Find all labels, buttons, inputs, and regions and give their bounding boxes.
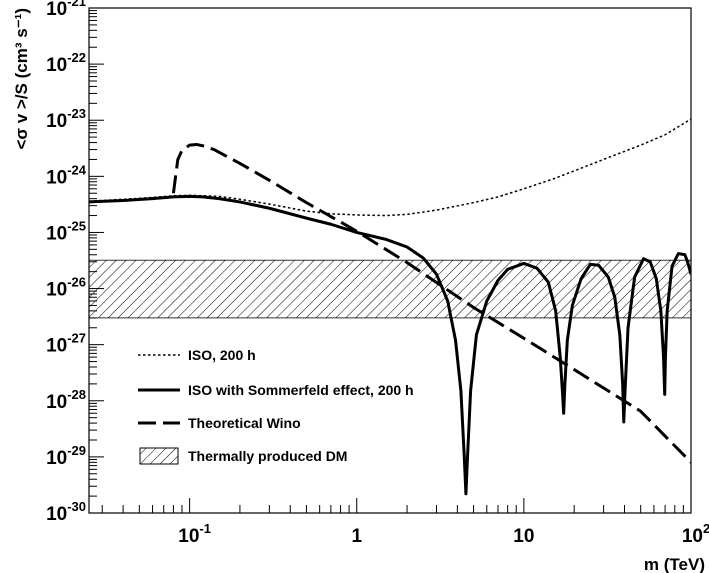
thermal-dm-band <box>89 259 691 319</box>
x-tick-label: 10-1 <box>178 521 211 547</box>
x-tick-label: 102 <box>682 521 709 547</box>
ticks-layer <box>89 7 692 514</box>
legend-label-thermal: Thermally produced DM <box>188 448 347 464</box>
legend-label-sommerfeld: ISO with Sommerfeld effect, 200 h <box>188 382 414 398</box>
legend-item-sommerfeld: ISO with Sommerfeld effect, 200 h <box>138 382 414 398</box>
x-tick-labels: 10-1 1 10 102 <box>178 521 709 547</box>
legend: ISO, 200 h ISO with Sommerfeld effect, 2… <box>138 347 414 465</box>
y-tick-label: 10-22 <box>46 50 86 76</box>
legend-swatch-thermal <box>139 447 179 465</box>
series-layer <box>89 118 691 496</box>
series-line-2 <box>171 142 691 464</box>
legend-label-wino: Theoretical Wino <box>188 415 301 431</box>
y-tick-label: 10-24 <box>46 162 87 188</box>
y-tick-label: 10-30 <box>46 499 86 525</box>
legend-item-wino: Theoretical Wino <box>138 415 301 431</box>
y-tick-labels: 10-30 10-29 10-28 10-27 10-26 10-25 10-24 10-23… <box>46 0 87 525</box>
plot-frame <box>88 7 692 514</box>
legend-item-thermal: Thermally produced DM <box>139 447 347 465</box>
x-tick-label: 1 <box>351 526 362 547</box>
y-axis-title: <σ v >/S (cm³ s⁻¹) <box>12 8 31 150</box>
y-tick-label: 10-26 <box>46 275 86 301</box>
y-tick-label: 10-27 <box>46 331 86 357</box>
x-tick-label: 10 <box>513 526 534 547</box>
legend-label-iso: ISO, 200 h <box>188 347 256 363</box>
y-tick-label: 10-21 <box>46 0 86 20</box>
y-tick-label: 10-29 <box>46 443 86 469</box>
legend-item-iso: ISO, 200 h <box>138 347 256 363</box>
y-tick-label: 10-25 <box>46 218 86 244</box>
x-axis-title: m (TeV) <box>644 555 705 573</box>
series-line-1 <box>89 194 691 496</box>
y-tick-label: 10-23 <box>46 106 86 132</box>
y-tick-label: 10-28 <box>46 387 86 413</box>
